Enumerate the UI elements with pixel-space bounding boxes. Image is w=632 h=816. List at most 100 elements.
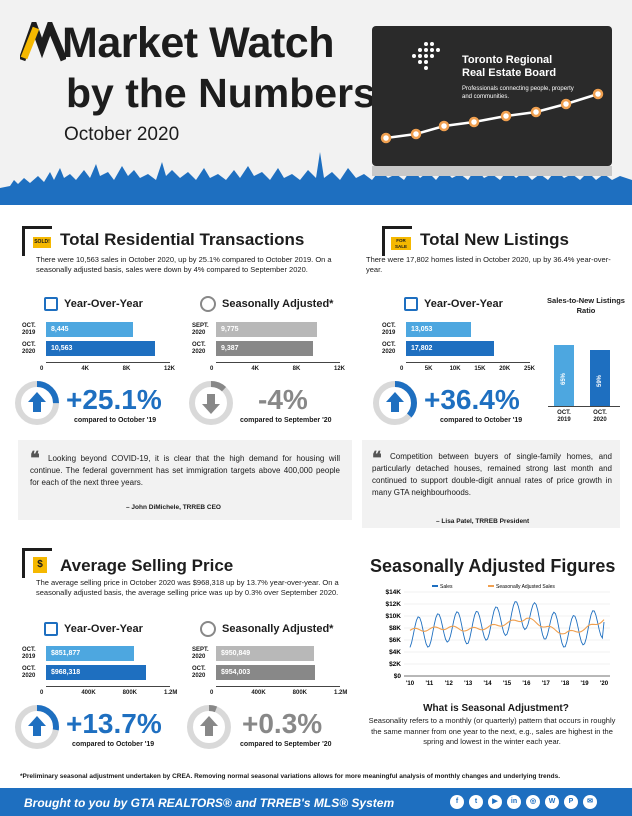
pinterest-icon[interactable]: P xyxy=(564,795,578,809)
up-arrow-gauge-icon-gray xyxy=(187,705,231,749)
tx-sa-tick-label: 8K xyxy=(292,366,301,372)
pr-yoy-row-label: OCT. 2020 xyxy=(22,666,36,679)
pr-yoy-row-label: OCT. 2019 xyxy=(22,647,36,660)
transactions-sa-chart: SEPT. 2020 9,775 OCT. 2020 9,387 0 4K 8K 12K xyxy=(192,318,346,378)
price-sa-caption: compared to September '20 xyxy=(240,741,332,748)
email-icon[interactable]: ✉ xyxy=(583,795,597,809)
tx-yoy-row-label: OCT. 2020 xyxy=(22,342,36,355)
transactions-sa-title: Seasonally Adjusted* xyxy=(222,298,334,310)
ls-yoy-tick-label: 5K xyxy=(424,366,433,372)
seasonal-question: What is Seasonal Adjustment? xyxy=(423,703,569,714)
pr-sa-row-label: SEPT. 2020 xyxy=(192,647,209,660)
listings-yoy-caption: compared to October '19 xyxy=(440,417,523,424)
y-tick-label: $12K xyxy=(385,601,401,608)
price-description: The average selling price in October 202… xyxy=(36,578,339,597)
price-yoy-title: Year-Over-Year xyxy=(64,623,143,635)
transactions-sa-change: -4% xyxy=(258,384,308,415)
legend-label-sales: Sales xyxy=(440,584,453,590)
tx-yoy-tick-label: 12K xyxy=(164,366,176,372)
legend-swatch-sa xyxy=(488,585,494,587)
transactions-yoy-change: +25.1% xyxy=(66,384,162,415)
tx-sa-axis xyxy=(216,362,340,363)
wordpress-icon[interactable]: W xyxy=(545,795,559,809)
ls-yoy-row-label: OCT. 2020 xyxy=(382,342,396,355)
ls-yoy-tick-label: 0 xyxy=(400,366,404,372)
facebook-icon[interactable]: f xyxy=(450,795,464,809)
series-line-seasonally-adjusted xyxy=(409,617,605,635)
price-yoy-chart: OCT. 2019 $851,877 OCT. 2020 $968,318 0 400K 800… xyxy=(22,642,177,702)
transactions-yoy-title: Year-Over-Year xyxy=(64,298,143,310)
ceo-quote: Looking beyond COVID-19, it is clear tha… xyxy=(30,454,340,487)
seasonal-title: Seasonally Adjusted Figures xyxy=(370,556,616,576)
tx-yoy-tick-label: 4K xyxy=(81,366,89,372)
ratio-bar: 65% xyxy=(554,345,574,406)
quote-open-icon: ❝ xyxy=(30,448,40,468)
pr-sa-bar: $950,849 xyxy=(216,646,314,661)
down-arrow-gauge-icon xyxy=(189,381,233,425)
quote-open-icon: ❝ xyxy=(372,448,382,468)
ls-yoy-bar: 17,802 xyxy=(406,341,494,356)
legend-swatch-sales xyxy=(432,585,438,587)
city-skyline xyxy=(0,152,632,205)
price-sa-title: Seasonally Adjusted* xyxy=(222,623,334,635)
calendar-icon xyxy=(44,622,58,636)
tx-sa-tick-label: 0 xyxy=(210,366,214,372)
twitter-icon[interactable]: t xyxy=(469,795,483,809)
tx-sa-row-label: OCT. 2020 xyxy=(192,342,206,355)
president-quote-attribution: – Lisa Patel, TRREB President xyxy=(436,518,530,525)
ratio-category-label: OCT. 2020 xyxy=(593,410,607,423)
ratio-title: Sales-to-New Listings Ratio xyxy=(547,296,625,315)
calendar-icon xyxy=(404,297,418,311)
leaf-icon xyxy=(200,296,216,312)
trend-line-graphic xyxy=(380,88,604,144)
ls-yoy-tick-label: 10K xyxy=(449,366,461,372)
ls-yoy-bar: 13,053 xyxy=(406,322,471,337)
president-quote-box xyxy=(362,440,620,528)
market-watch-logo-m xyxy=(20,22,66,62)
up-arrow-gauge-icon xyxy=(15,705,59,749)
president-quote: Competition between buyers of single-fam… xyxy=(372,452,612,497)
tx-sa-bar: 9,775 xyxy=(216,322,317,337)
tx-yoy-tick-label: 0 xyxy=(40,366,44,372)
tx-sa-tick-label: 12K xyxy=(334,366,346,372)
ratio-bar-label: 65% xyxy=(561,372,568,385)
pr-yoy-tick-label: 400K xyxy=(81,690,96,696)
x-tick-label: '13 xyxy=(464,681,473,687)
price-title: Average Selling Price xyxy=(60,556,234,575)
price-sa-chart: SEPT. 2020 $950,849 OCT. 2020 $954,003 0 400K 80… xyxy=(192,642,347,702)
ls-yoy-tick-label: 20K xyxy=(499,366,511,372)
x-tick-label: '17 xyxy=(542,681,551,687)
for-sale-sign-icon: FOR SALE xyxy=(382,226,412,256)
legend-label-sa: Seasonally Adjusted Sales xyxy=(496,584,555,590)
listings-yoy-title: Year-Over-Year xyxy=(424,298,503,310)
price-sa-change: +0.3% xyxy=(242,708,323,739)
series-line-sales xyxy=(409,601,605,648)
transactions-yoy-chart: OCT. 2019 8,445 OCT. 2020 10,563 0 4K 8K 12K xyxy=(22,318,176,378)
x-tick-label: '20 xyxy=(600,681,609,687)
page-title: Market Watch xyxy=(62,19,334,67)
board-tagline: Professionals connecting people, propert… xyxy=(462,86,574,100)
seasonal-line-chart: $14K $12K $10K $8K $6K $4K $2K $0 '10 '11 '12 '13 '1… xyxy=(385,584,610,687)
footer-text: Brought to you by GTA REALTORS® and TRRE… xyxy=(24,796,395,810)
x-tick-label: '10 xyxy=(406,681,415,687)
up-arrow-gauge-icon xyxy=(373,381,417,425)
x-tick-label: '14 xyxy=(484,681,493,687)
pr-yoy-tick-label: 0 xyxy=(40,690,44,696)
seasonal-answer: Seasonality refers to a monthly (or quar… xyxy=(368,716,616,746)
transactions-sa-caption: compared to September '20 xyxy=(240,417,332,424)
linkedin-icon[interactable]: in xyxy=(507,795,521,809)
up-arrow-gauge-icon xyxy=(15,381,59,425)
x-tick-label: '19 xyxy=(581,681,590,687)
monitor-base xyxy=(372,166,612,176)
tx-sa-bar: 9,387 xyxy=(216,341,313,356)
price-sign-icon: $ xyxy=(22,548,52,578)
x-tick-label: '18 xyxy=(561,681,570,687)
pr-sa-tick-label: 400K xyxy=(251,690,266,696)
youtube-icon[interactable]: ▶ xyxy=(488,795,502,809)
pr-sa-axis xyxy=(216,686,340,687)
y-tick-label: $14K xyxy=(385,589,401,596)
monitor-graphic xyxy=(372,26,612,166)
instagram-icon[interactable]: ◎ xyxy=(526,795,540,809)
ls-yoy-tick-label: 15K xyxy=(474,366,486,372)
x-tick-label: '16 xyxy=(522,681,531,687)
